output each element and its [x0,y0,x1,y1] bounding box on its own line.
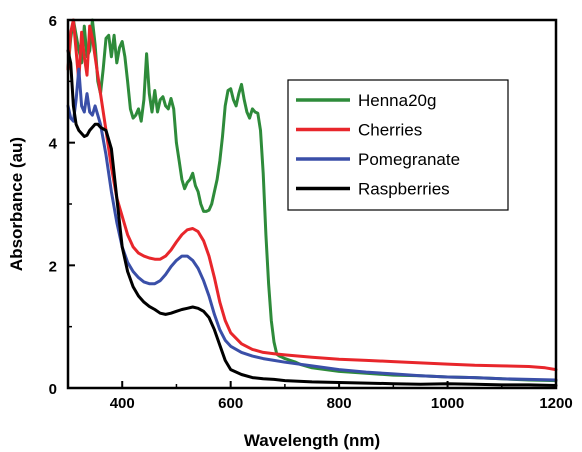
series-line-pomegranate [66,67,558,382]
plot-frame [66,18,558,390]
series-line-cherries [66,18,558,372]
x-tick-label: 1000 [431,395,464,412]
series-curves [66,18,558,387]
y-tick-label: 4 [49,136,58,153]
x-tick-label: 1200 [539,395,572,412]
legend-label: Henna20g [358,91,436,110]
y-tick-label: 0 [49,381,57,398]
legend: Henna20g Cherries Pomegranate Raspberries [287,79,509,211]
legend-label: Pomegranate [358,150,460,169]
y-axis-title: Absorbance (au) [7,137,26,271]
x-tick-label: 800 [327,395,352,412]
x-tick-label: 600 [218,395,243,412]
x-tick-label: 400 [110,395,135,412]
legend-label: Raspberries [358,180,450,199]
x-axis-title: Wavelength (nm) [244,431,380,450]
series-line-raspberries [66,49,558,387]
legend-label: Cherries [358,121,422,140]
tick-labels: 400 600 800 1000 1200 0 2 4 6 [49,13,573,412]
y-tick-label: 2 [49,258,57,275]
y-tick-label: 6 [49,13,57,30]
